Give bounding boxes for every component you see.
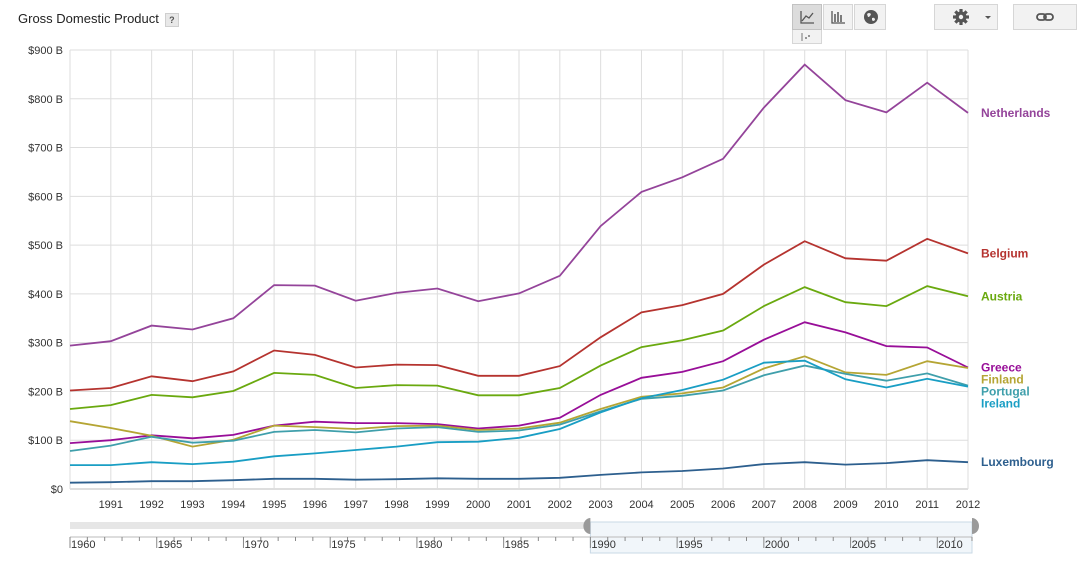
- range-tick-label: 1990: [591, 539, 615, 551]
- legend-label-belgium: Belgium: [981, 246, 1028, 260]
- line-chart-icon: [800, 11, 814, 24]
- range-tick-label: 2000: [765, 539, 789, 551]
- x-tick-label: 2004: [629, 499, 653, 511]
- legend-label-finland: Finland: [981, 373, 1024, 387]
- y-tick-label: $900 B: [28, 45, 63, 57]
- x-tick-label: 2011: [915, 499, 939, 511]
- grid: [69, 49, 969, 490]
- range-selector[interactable]: 1960 1965 1970 1975 1980 1985 1990 1995 2000 2005…: [69, 518, 979, 554]
- x-tick-label: 1999: [425, 499, 449, 511]
- legend-label-luxembourg: Luxembourg: [981, 455, 1054, 469]
- map-button[interactable]: [854, 4, 886, 30]
- x-tick-label: 2009: [833, 499, 857, 511]
- range-tick-label: 2010: [938, 539, 962, 551]
- y-tick-label: $0: [51, 484, 63, 496]
- range-tick-label: 1995: [678, 539, 702, 551]
- help-icon[interactable]: ?: [164, 12, 179, 27]
- x-tick-label: 1996: [303, 499, 327, 511]
- y-tick-label: $700 B: [28, 143, 63, 155]
- series-line-belgium: [69, 237, 969, 392]
- bar-chart-button[interactable]: [823, 4, 853, 30]
- legend-label-portugal: Portugal: [981, 385, 1030, 399]
- range-tick-label: 1975: [331, 539, 355, 551]
- range-tick-label: 1970: [244, 539, 268, 551]
- y-tick-label: $100 B: [28, 435, 63, 447]
- x-tick-label: 1994: [221, 499, 245, 511]
- globe-icon: [864, 10, 878, 24]
- range-tick-label: 1985: [505, 539, 529, 551]
- legend: Netherlands Belgium Austria GreeceFinlandPo…: [981, 106, 1054, 469]
- link-button[interactable]: [1013, 4, 1077, 30]
- series-line-luxembourg: [69, 459, 969, 484]
- legend-label-austria: Austria: [981, 289, 1023, 303]
- gear-icon: [953, 9, 991, 25]
- range-track: [70, 522, 972, 529]
- legend-label-greece: Greece: [981, 361, 1022, 375]
- y-tick-label: $600 B: [28, 191, 63, 203]
- link-icon: [1036, 13, 1054, 21]
- range-tick-label: 2005: [852, 539, 876, 551]
- x-axis: 1991 1992 1993 1994 1995 1996 1997 1998 1999 2000…: [99, 499, 981, 511]
- series-line-greece: [69, 321, 969, 444]
- series-line-austria: [69, 285, 969, 410]
- y-tick-label: $300 B: [28, 338, 63, 350]
- y-tick-label: $400 B: [28, 289, 63, 301]
- x-tick-label: 2010: [874, 499, 898, 511]
- legend-label-netherlands: Netherlands: [981, 106, 1051, 120]
- x-tick-label: 2003: [588, 499, 612, 511]
- x-tick-label: 2000: [466, 499, 490, 511]
- range-tick-label: 1965: [158, 539, 182, 551]
- series-line-netherlands: [69, 63, 969, 347]
- series-lines[interactable]: [69, 63, 969, 484]
- x-tick-label: 2005: [670, 499, 694, 511]
- y-tick-label: $500 B: [28, 240, 63, 252]
- x-tick-label: 1995: [262, 499, 286, 511]
- series-line-portugal: [69, 364, 969, 452]
- series-line-ireland: [70, 359, 969, 467]
- x-tick-label: 2007: [752, 499, 776, 511]
- y-tick-label: $200 B: [28, 386, 63, 398]
- x-tick-label: 1998: [384, 499, 408, 511]
- x-tick-label: 2012: [956, 499, 980, 511]
- chart-title: Gross Domestic Product?: [18, 11, 179, 27]
- x-tick-label: 2006: [711, 499, 735, 511]
- line-chart-button[interactable]: [792, 4, 822, 30]
- x-tick-label: 2008: [792, 499, 816, 511]
- range-tick-label: 1960: [71, 539, 95, 551]
- chevron-down-icon: [985, 16, 991, 19]
- range-handle-left: [583, 518, 591, 534]
- y-tick-label: $800 B: [28, 94, 63, 106]
- x-tick-label: 1992: [139, 499, 163, 511]
- range-handle-right: [972, 518, 979, 534]
- x-tick-label: 1997: [343, 499, 367, 511]
- legend-label-ireland: Ireland: [981, 397, 1020, 411]
- chart-title-text: Gross Domestic Product: [18, 11, 159, 26]
- x-tick-label: 2001: [507, 499, 531, 511]
- y-axis: $0 $100 B $200 B $300 B $400 B $500 B $600 B $7…: [28, 45, 63, 496]
- bar-chart-icon: [831, 11, 845, 24]
- scatter-chart-icon: [801, 33, 810, 41]
- range-tick-label: 1980: [418, 539, 442, 551]
- settings-button[interactable]: [934, 4, 998, 30]
- x-tick-label: 2002: [548, 499, 572, 511]
- x-tick-label: 1993: [180, 499, 204, 511]
- scatter-chart-button[interactable]: [792, 30, 822, 44]
- x-tick-label: 1991: [99, 499, 123, 511]
